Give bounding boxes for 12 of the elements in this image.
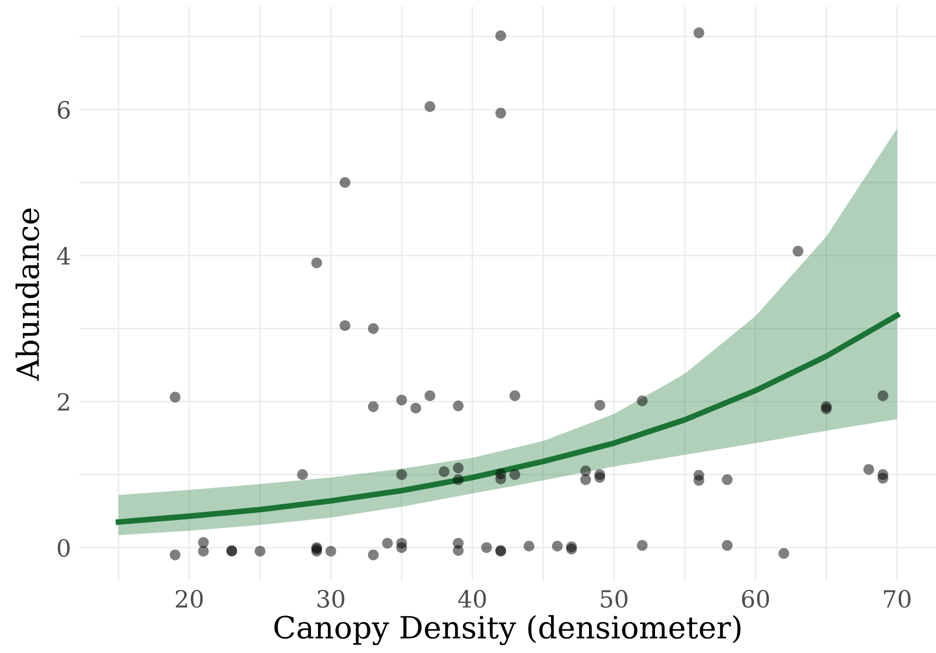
x-tick-label: 70 [884,590,911,608]
x-tick-label: 60 [742,590,769,608]
x-tick-label: 30 [318,590,344,608]
x-tick-label: 20 [176,590,203,608]
y-axis-title: Abundance [16,208,40,381]
y-tick-label: 6 [58,100,70,119]
y-tick-label: 2 [58,392,69,411]
y-tick-label: 4 [56,246,70,264]
x-axis-title: Canopy Density (densiometer) [274,615,740,646]
x-tick-label: 50 [600,590,628,608]
y-tick-label: 0 [58,539,70,557]
x-tick-label: 40 [458,590,486,608]
